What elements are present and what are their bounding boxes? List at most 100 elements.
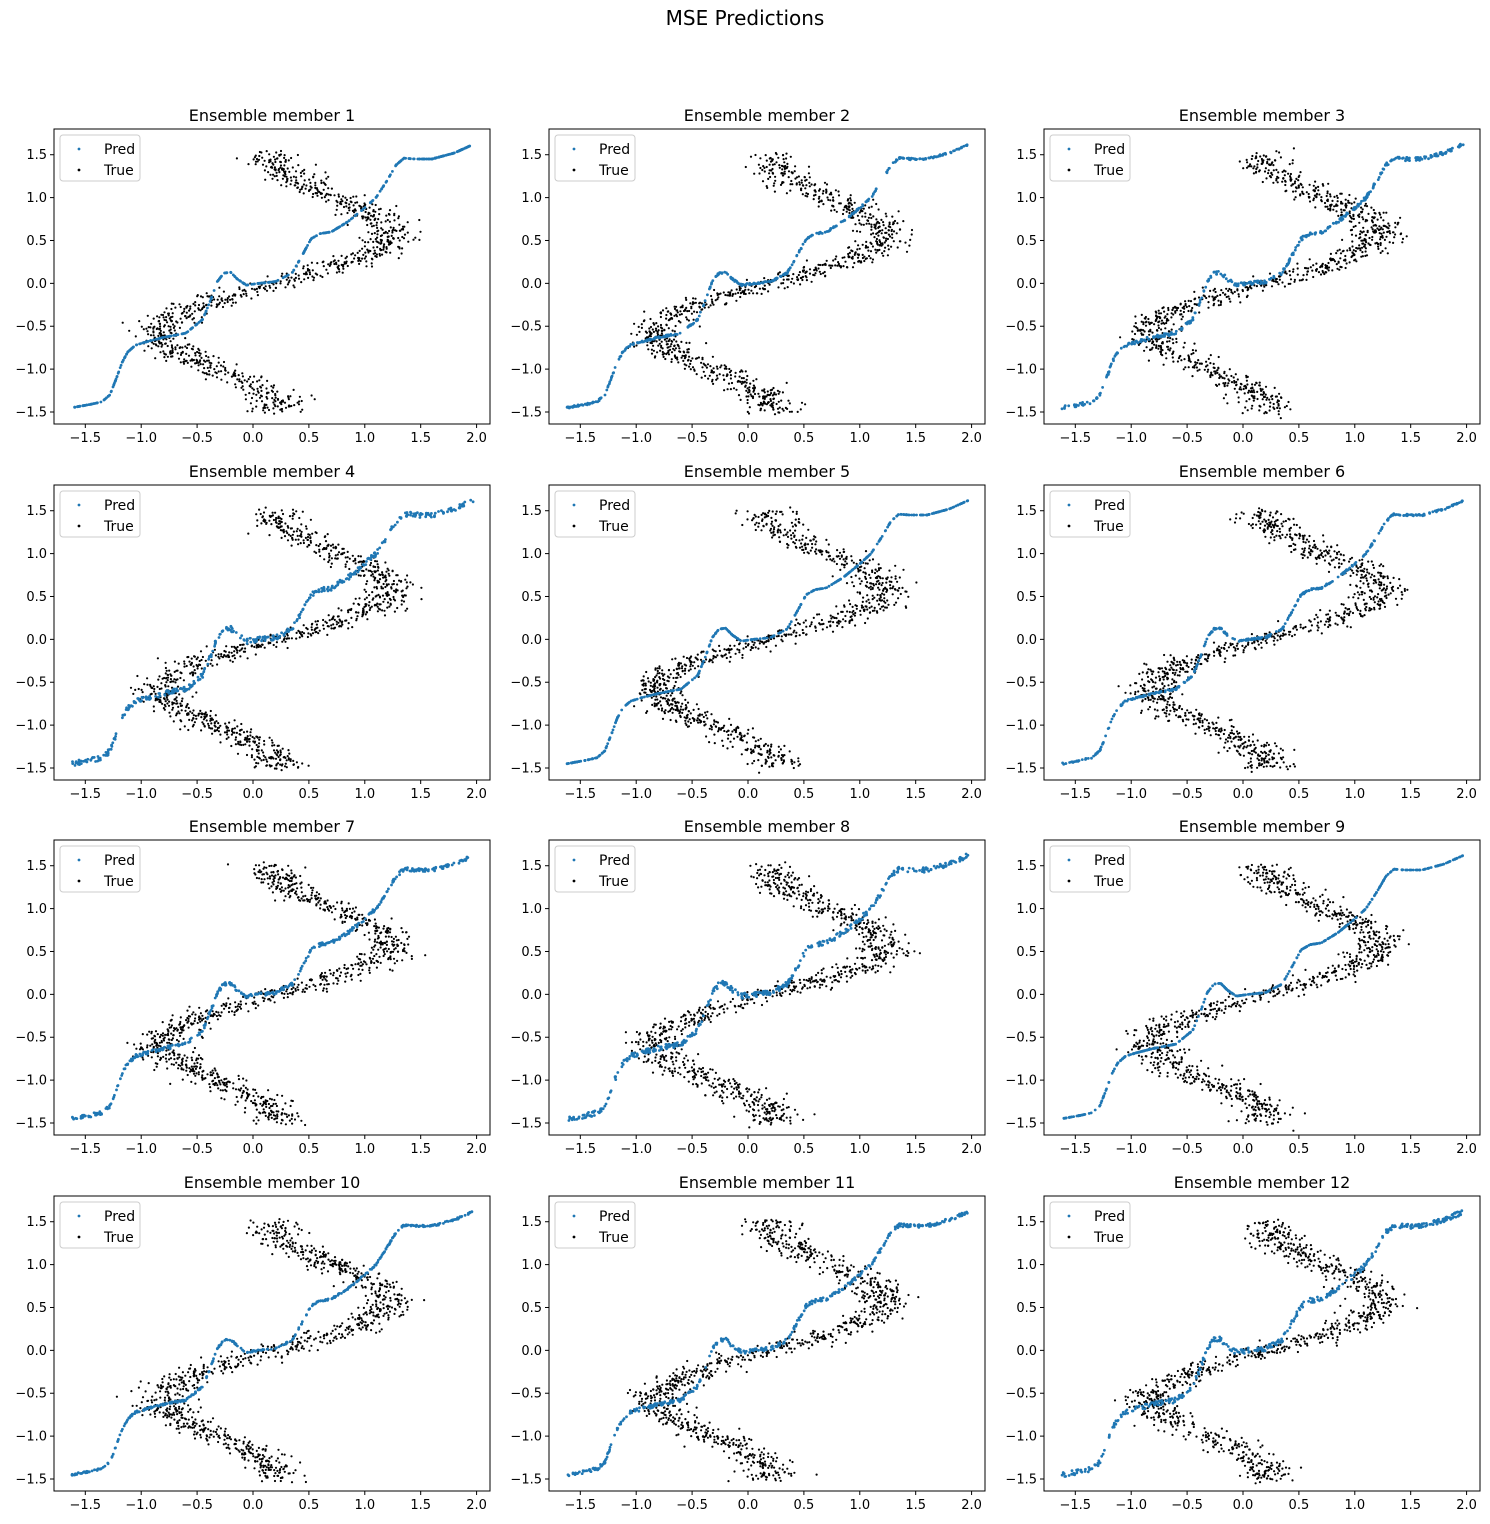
true-point (722, 374, 725, 377)
true-point (406, 585, 409, 588)
true-point (345, 560, 349, 563)
true-point (1297, 186, 1300, 189)
pred-point (397, 160, 401, 164)
true-point (789, 183, 792, 186)
true-point (199, 359, 202, 362)
true-point (1189, 360, 1192, 363)
true-point (875, 202, 878, 206)
true-point (782, 409, 785, 412)
true-point (1337, 214, 1340, 217)
true-point (350, 261, 353, 264)
true-point (655, 340, 658, 343)
true-point (759, 166, 762, 170)
true-point (727, 291, 730, 294)
true-point (305, 527, 308, 530)
pred-point (736, 281, 739, 285)
true-point (337, 259, 340, 262)
true-point (815, 269, 818, 272)
true-point (1249, 286, 1252, 289)
true-point (255, 157, 259, 161)
true-point (778, 166, 781, 169)
true-point (405, 587, 408, 590)
true-point (247, 163, 250, 166)
true-point (299, 171, 302, 174)
true-point (1285, 272, 1288, 275)
true-point (300, 281, 303, 284)
true-point (663, 352, 666, 355)
true-point (719, 366, 722, 369)
true-point (1163, 310, 1166, 313)
true-point (861, 256, 865, 260)
true-point (755, 378, 758, 381)
true-point (665, 317, 668, 320)
true-point (1307, 267, 1310, 270)
true-point (323, 535, 326, 539)
true-point (325, 200, 328, 203)
pred-point (444, 153, 448, 157)
true-point (843, 206, 846, 209)
pred-point (225, 271, 229, 275)
pred-point (809, 234, 813, 238)
true-point (275, 151, 278, 154)
true-point (1324, 264, 1327, 267)
true-point (253, 737, 256, 740)
pred-point (1282, 268, 1286, 271)
true-point (1336, 200, 1339, 203)
true-point (1312, 184, 1315, 187)
true-point (1172, 360, 1175, 363)
true-point (365, 265, 368, 268)
true-point (1157, 347, 1160, 350)
legend-label-true: True (598, 163, 629, 179)
true-point (280, 517, 283, 521)
true-point (258, 154, 261, 158)
true-point (897, 210, 900, 213)
pred-point (913, 157, 917, 161)
pred-point (720, 272, 724, 275)
true-point (1256, 163, 1259, 166)
true-point (659, 349, 662, 352)
x-tick-label: 0.0 (738, 431, 759, 446)
true-point (419, 230, 422, 233)
true-point (196, 656, 199, 659)
true-point (1324, 205, 1327, 208)
pred-point (231, 273, 235, 277)
true-point (159, 329, 162, 332)
true-point (137, 687, 140, 691)
true-point (283, 154, 286, 157)
true-point (213, 729, 216, 732)
true-point (668, 338, 671, 341)
true-point (857, 253, 861, 256)
pred-point (672, 333, 676, 337)
true-point (170, 344, 173, 347)
true-point (810, 183, 813, 186)
true-point (253, 156, 256, 159)
true-point (739, 295, 742, 299)
pred-point (371, 199, 375, 202)
true-point (1227, 382, 1230, 385)
true-point (1167, 330, 1170, 333)
true-point (804, 275, 807, 278)
true-point (1156, 329, 1159, 332)
true-point (769, 156, 772, 160)
true-point (869, 213, 872, 216)
true-point (340, 625, 343, 628)
pred-point (669, 333, 672, 337)
pred-point (1243, 283, 1247, 287)
pred-point (933, 155, 936, 159)
true-point (858, 222, 861, 225)
true-point (1335, 210, 1338, 213)
true-point (281, 177, 284, 180)
true-point (222, 365, 225, 368)
true-point (233, 654, 236, 657)
pred-point (902, 157, 906, 160)
true-point (1217, 355, 1220, 359)
true-point (876, 243, 879, 246)
true-point (808, 185, 811, 188)
true-point (309, 537, 312, 540)
true-point (1139, 329, 1142, 332)
true-point (273, 744, 276, 747)
true-point (267, 408, 271, 412)
true-point (177, 662, 180, 665)
